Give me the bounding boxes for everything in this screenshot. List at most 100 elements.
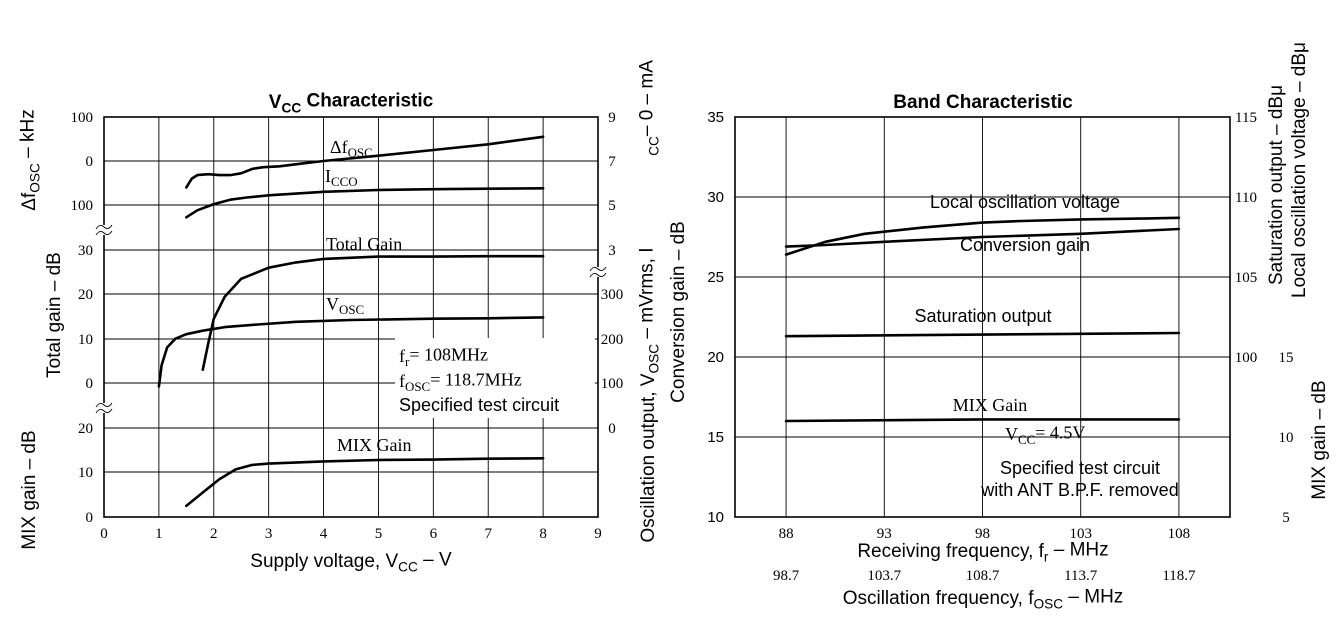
band-right-axis-label-saturation: Saturation output – dBμ — [1266, 85, 1287, 285]
vcc-right-tick-label: 3 — [608, 243, 616, 259]
vcc-left-tick-label: 100 — [71, 110, 94, 126]
vcc-x-axis-label: Supply voltage, VCC – V — [250, 549, 452, 574]
band-y-tick-label: 30 — [707, 189, 724, 206]
vcc-series-line — [185, 135, 545, 189]
band-x2-axis-label: Oscillation frequency, fOSC – MHz — [843, 586, 1124, 611]
band-annotation-test-circuit: Specified test circuit — [1000, 458, 1160, 478]
vcc-x-tick-label: 7 — [484, 526, 492, 542]
band-right-axis-label-local-osc: Local oscillation voltage – dBμ — [1289, 42, 1310, 298]
vcc-series-label: VOSC — [326, 294, 364, 317]
band-x-tick-label: 108 — [1168, 526, 1191, 542]
axis-break-mark — [589, 266, 607, 272]
vcc-x-tick-label: 1 — [155, 526, 163, 542]
vcc-annotation-fosc: fOSC= 118.7MHz — [399, 369, 522, 394]
band-series-line — [784, 331, 1181, 338]
axis-break-mark — [95, 230, 113, 236]
band-annotation-ant-bpf: with ANT B.P.F. removed — [980, 480, 1178, 500]
vcc-right-tick-label: 300 — [601, 287, 624, 303]
vcc-left-tick-label: 20 — [78, 287, 93, 303]
axis-break-mark — [95, 402, 113, 408]
axis-break-gap — [97, 403, 111, 413]
vcc-series-line — [185, 187, 545, 219]
vcc-plot-frame — [103, 116, 599, 518]
vcc-x-tick-label: 5 — [375, 526, 383, 542]
axis-break-mark — [95, 408, 113, 414]
band-series-label: Conversion gain — [960, 235, 1090, 255]
band-right-tick-label: 110 — [1235, 190, 1257, 206]
band-x2-tick-label: 103.7 — [867, 568, 901, 584]
vcc-x-tick-label: 2 — [210, 526, 218, 542]
vcc-x-tick-label: 8 — [539, 526, 547, 542]
vcc-right-axis-label-osc-output: Oscillation output, VOSC – mVrms, I — [636, 247, 661, 542]
band-right-tick-label: 100 — [1235, 350, 1258, 366]
vcc-annotation-fr: fr= 108MHz — [399, 344, 488, 369]
band-y-tick-label: 15 — [707, 429, 724, 446]
vcc-series-label: ΔfOSC — [330, 137, 373, 160]
vcc-series-label: MIX Gain — [337, 435, 412, 455]
vcc-left-tick-label: 100 — [71, 198, 94, 214]
vcc-right-tick-label: 0 — [608, 421, 616, 437]
band-series-label: Saturation output — [914, 306, 1051, 326]
band-series-label: MIX Gain — [953, 395, 1028, 415]
band-y-tick-label: 20 — [707, 349, 724, 366]
vcc-right-tick-label: 100 — [601, 376, 624, 392]
band-x2-tick-label: 108.7 — [966, 568, 1000, 584]
vcc-chart-title: VCC Characteristic — [269, 90, 434, 115]
vcc-chart: 0 1 2 3 4 5 6 7 8 9100010030201002010097533002001… — [17, 60, 661, 575]
band-right-axis-label-mix-gain: MIX gain – dB — [1309, 380, 1330, 499]
band-right-tick-label-2: 10 — [1279, 430, 1294, 446]
band-plot-frame — [734, 116, 1231, 518]
vcc-annotation-test-circuit: Specified test circuit — [399, 395, 559, 415]
band-x-tick-label: 98 — [975, 526, 990, 542]
vcc-x-tick-label: 9 — [594, 526, 602, 542]
band-y-tick-label: 10 — [707, 509, 724, 526]
band-x-tick-label: 103 — [1069, 526, 1092, 542]
vcc-left-axis-label-total-gain: Total gain – dB — [44, 252, 65, 378]
band-x-tick-label: 93 — [877, 526, 892, 542]
band-y-tick-label: 25 — [707, 269, 724, 286]
vcc-left-tick-label: 10 — [78, 332, 93, 348]
vcc-series-line — [201, 254, 545, 371]
vcc-right-tick-label: 5 — [608, 198, 616, 214]
band-series-line — [784, 227, 1181, 248]
vcc-left-tick-label: 0 — [86, 154, 94, 170]
vcc-left-tick-label: 20 — [78, 421, 93, 437]
vcc-left-tick-label: 10 — [78, 465, 93, 481]
vcc-right-axis-label-icc: CC– 0 – mA — [636, 60, 661, 156]
vcc-left-tick-label: 0 — [86, 510, 94, 526]
vcc-left-tick-label: 0 — [86, 376, 94, 392]
band-right-tick-label-2: 15 — [1279, 350, 1294, 366]
vcc-right-tick-label: 9 — [608, 110, 616, 126]
band-x2-tick-label: 98.7 — [773, 568, 800, 584]
vcc-right-tick-label: 200 — [601, 332, 624, 348]
vcc-x-tick-label: 0 — [100, 526, 108, 542]
band-right-tick-label: 115 — [1235, 110, 1257, 126]
vcc-x-tick-label: 4 — [320, 526, 328, 542]
axis-break-gap — [97, 225, 111, 235]
band-right-tick-label: 105 — [1235, 270, 1258, 286]
vcc-series-label: ICCO — [325, 166, 358, 189]
band-x-tick-label: 88 — [779, 526, 794, 542]
vcc-left-tick-label: 30 — [78, 243, 93, 259]
axis-break-mark — [95, 224, 113, 230]
band-chart-title: Band Characteristic — [893, 92, 1073, 113]
vcc-left-axis-label-mix-gain: MIX gain – dB — [19, 430, 40, 549]
axis-break-mark — [589, 272, 607, 278]
band-x-axis-label: Receiving frequency, fr – MHz — [857, 539, 1108, 564]
band-series-label: Local oscillation voltage — [930, 192, 1120, 212]
band-right-tick-label-2: 5 — [1282, 510, 1290, 526]
vcc-left-axis-label-dfosc: ΔfOSC – kHz — [17, 109, 42, 210]
vcc-x-tick-label: 6 — [430, 526, 438, 542]
vcc-series-label: Total Gain — [326, 234, 402, 254]
axis-break-gap — [591, 267, 605, 277]
band-series-line — [784, 216, 1181, 256]
band-series-line — [784, 418, 1181, 423]
band-x2-tick-label: 113.7 — [1064, 568, 1098, 584]
band-y-tick-label: 35 — [707, 109, 724, 126]
vcc-x-tick-label: 3 — [265, 526, 273, 542]
band-y-axis-label: Conversion gain – dB — [668, 221, 689, 403]
band-annotation-vcc: VCC= 4.5V — [1005, 422, 1085, 447]
vcc-annotation-bg — [395, 338, 595, 418]
